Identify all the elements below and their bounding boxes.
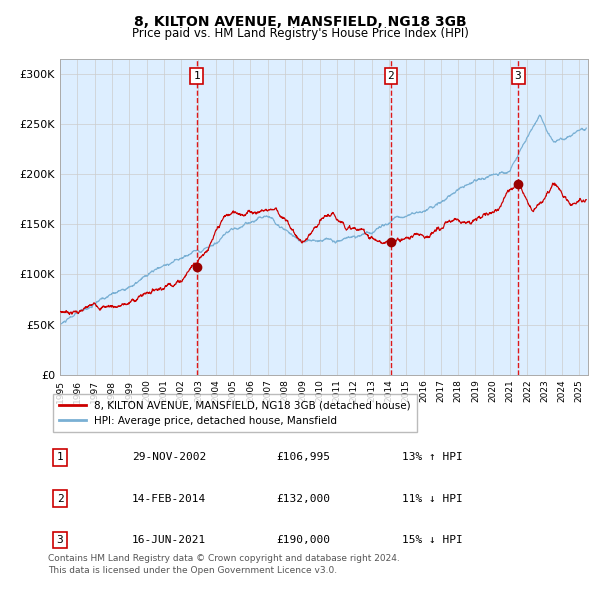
Text: Price paid vs. HM Land Registry's House Price Index (HPI): Price paid vs. HM Land Registry's House … xyxy=(131,27,469,40)
Text: 29-NOV-2002: 29-NOV-2002 xyxy=(132,453,206,462)
Text: £190,000: £190,000 xyxy=(276,535,330,545)
Text: 2: 2 xyxy=(388,71,394,81)
Text: 3: 3 xyxy=(56,535,64,545)
Text: £132,000: £132,000 xyxy=(276,494,330,503)
Text: 8, KILTON AVENUE, MANSFIELD, NG18 3GB: 8, KILTON AVENUE, MANSFIELD, NG18 3GB xyxy=(134,15,466,29)
Text: 13% ↑ HPI: 13% ↑ HPI xyxy=(402,453,463,462)
Text: 16-JUN-2021: 16-JUN-2021 xyxy=(132,535,206,545)
Text: 2: 2 xyxy=(56,494,64,503)
Text: 1: 1 xyxy=(194,71,200,81)
Text: £106,995: £106,995 xyxy=(276,453,330,462)
Text: 3: 3 xyxy=(515,71,521,81)
Legend: 8, KILTON AVENUE, MANSFIELD, NG18 3GB (detached house), HPI: Average price, deta: 8, KILTON AVENUE, MANSFIELD, NG18 3GB (d… xyxy=(53,394,417,432)
Text: 1: 1 xyxy=(56,453,64,462)
Text: Contains HM Land Registry data © Crown copyright and database right 2024.
This d: Contains HM Land Registry data © Crown c… xyxy=(48,555,400,575)
Text: 14-FEB-2014: 14-FEB-2014 xyxy=(132,494,206,503)
Text: 11% ↓ HPI: 11% ↓ HPI xyxy=(402,494,463,503)
Text: 15% ↓ HPI: 15% ↓ HPI xyxy=(402,535,463,545)
